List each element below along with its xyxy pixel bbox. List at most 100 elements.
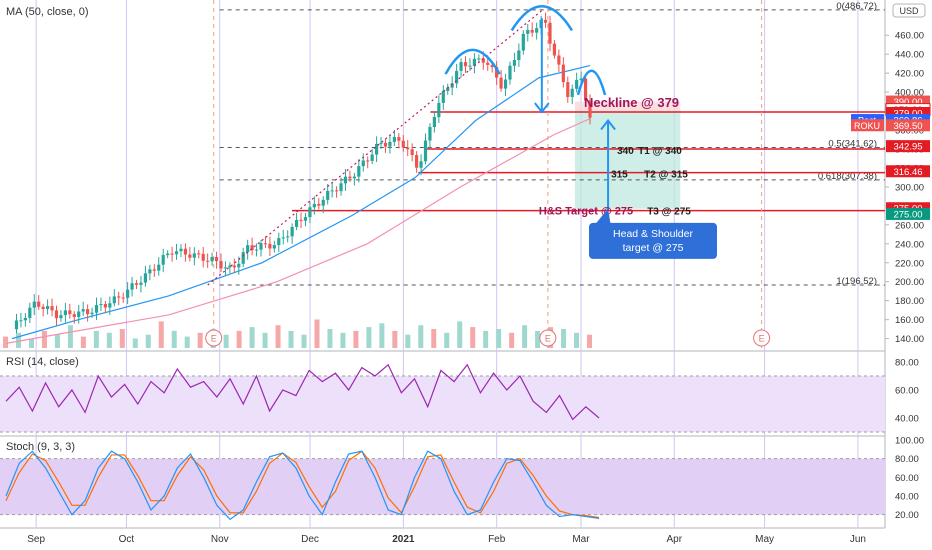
earnings-marker-label: E <box>545 334 551 344</box>
volume-bar <box>431 329 437 348</box>
earnings-marker <box>539 329 557 347</box>
ma50-line <box>11 64 591 340</box>
callout-text-line2: target @ 275 <box>623 242 684 254</box>
candle-body <box>374 143 379 155</box>
candle-body <box>237 263 241 268</box>
y-tick-label: 300.00 <box>895 182 924 193</box>
head-height-arrow-head <box>534 102 550 114</box>
volume-bar <box>197 332 203 348</box>
rsi-legend-label: RSI (14, close) <box>6 356 79 368</box>
stoch-tick-label: 20.00 <box>895 510 919 521</box>
candle-body <box>339 183 343 192</box>
candle-body <box>512 60 517 66</box>
callout-pointer <box>593 208 612 227</box>
candle-body <box>503 79 508 89</box>
volume-bar <box>457 321 463 348</box>
volume-bar <box>379 323 385 348</box>
earnings-marker <box>205 329 223 347</box>
candle-body <box>352 176 356 179</box>
neckline-label: Neckline @ 379 <box>584 95 679 110</box>
volume-bar <box>366 327 372 348</box>
candle-body <box>406 147 410 150</box>
candle-body <box>197 253 201 255</box>
candle-body <box>428 127 432 141</box>
left-shoulder-arc <box>444 48 501 75</box>
candle-body <box>490 64 494 68</box>
x-tick-label: 2021 <box>392 534 415 545</box>
y-tick-label: 420.00 <box>895 69 924 80</box>
stoch-band <box>0 458 885 515</box>
candle-body <box>250 245 254 251</box>
candle-body <box>410 149 414 156</box>
t2-label: T2 @ 315 <box>644 170 688 181</box>
volume-bar <box>470 327 476 348</box>
volume-bar <box>223 334 229 348</box>
candle-body <box>50 306 54 311</box>
candle-body <box>54 310 59 319</box>
x-tick-label: Oct <box>119 534 135 545</box>
candle-body <box>232 265 236 268</box>
candle-body <box>68 310 72 315</box>
earnings-marker-label: E <box>759 334 765 344</box>
t1-value-label: 340 <box>617 146 634 157</box>
stoch-legend-label: Stoch (9, 3, 3) <box>6 441 76 453</box>
ma-legend-label: MA (50, close, 0) <box>6 6 89 18</box>
fib-level-label: 1(196.52) <box>836 276 877 287</box>
volume-bar <box>119 329 125 348</box>
price-tag-value: 390.00 <box>893 97 922 108</box>
price-tag-name <box>851 119 884 132</box>
candle-body <box>259 243 263 250</box>
candle-body <box>72 314 76 317</box>
volume-bar <box>67 325 73 348</box>
rsi-line <box>5 363 600 421</box>
neckline-zone <box>574 101 681 112</box>
candle-body <box>183 248 188 255</box>
right-shoulder-arc <box>576 69 607 96</box>
candle-body <box>286 236 290 238</box>
candle-body <box>174 251 179 255</box>
y-tick-label: 160.00 <box>895 315 924 326</box>
candle-body <box>459 62 463 71</box>
candle-body <box>201 253 205 261</box>
candle-body <box>14 320 19 330</box>
candle-body <box>366 160 370 162</box>
stoch-tick-label: 100.00 <box>895 436 924 447</box>
y-tick-label: 440.00 <box>895 50 924 61</box>
candle-body <box>219 261 223 269</box>
candle-body <box>477 58 481 60</box>
candle-body <box>321 199 325 206</box>
candle-body <box>583 78 588 101</box>
candle-body <box>379 142 383 144</box>
fib-level-label: 0.618(307.38) <box>818 171 877 182</box>
candle-body <box>521 33 525 51</box>
candle-body <box>210 257 214 262</box>
candle-body <box>383 142 388 147</box>
volume-bar <box>340 332 346 348</box>
candle-body <box>312 203 316 208</box>
candle-body <box>579 78 583 80</box>
price-tag-value: 369.50 <box>893 121 922 132</box>
earnings-marker-label: E <box>211 334 217 344</box>
volume-bar <box>561 329 567 348</box>
y-tick-label: 260.00 <box>895 220 924 231</box>
candle-body <box>441 90 445 103</box>
stoch-tick-label: 80.00 <box>895 454 919 465</box>
candle-body <box>432 117 436 128</box>
candle-body <box>152 269 156 271</box>
candle-body <box>397 137 401 141</box>
rsi-legend: RSI (14, close) <box>6 356 79 368</box>
candle-body <box>268 243 272 249</box>
volume-bar <box>392 330 398 348</box>
candle-body <box>401 140 405 148</box>
volume-bar <box>288 330 294 348</box>
candle-body <box>561 64 565 83</box>
candle-body <box>463 62 468 67</box>
candle-body <box>99 304 103 306</box>
y-tick-label: 460.00 <box>895 31 924 42</box>
candle-body <box>370 154 374 161</box>
candle-body <box>112 296 116 304</box>
candle-body <box>121 297 125 299</box>
candle-body <box>108 303 112 308</box>
candle-body <box>166 253 170 256</box>
